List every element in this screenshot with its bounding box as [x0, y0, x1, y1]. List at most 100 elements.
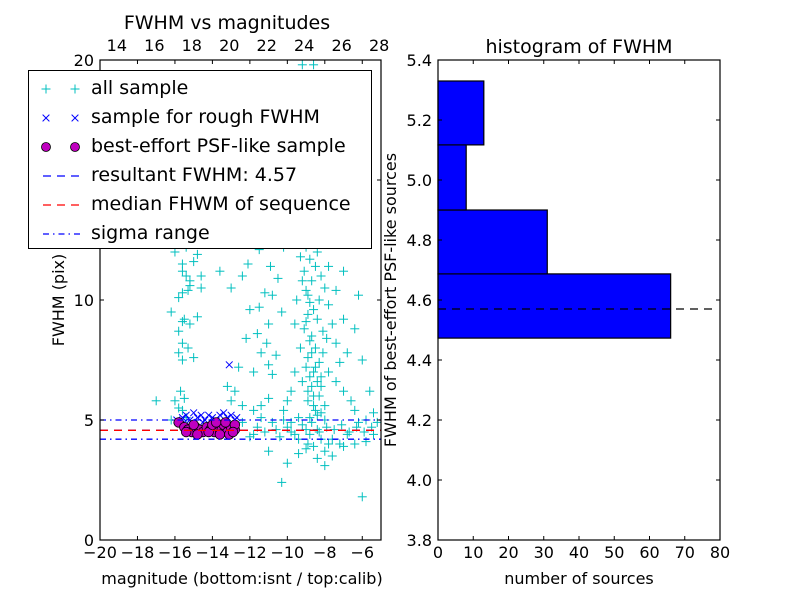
x-tick-label: 60: [639, 543, 659, 562]
histogram-bar: [437, 209, 548, 275]
histogram-bar: [437, 144, 467, 211]
all-sample-point: [339, 266, 349, 276]
y-tick-label: 4.2: [407, 411, 432, 430]
all-sample-point: [297, 377, 307, 387]
x-tick-label: −16: [158, 543, 192, 562]
psf-sample-point: [210, 417, 222, 428]
y-tick-label: 20: [74, 51, 94, 70]
all-sample-point: [369, 429, 379, 439]
x-tick-label: −10: [270, 543, 304, 562]
left-y-axis-label: FWHM (pix): [49, 254, 68, 347]
all-sample-point: [196, 271, 206, 281]
all-sample-point: [342, 348, 352, 358]
all-sample-point: [222, 381, 232, 391]
all-sample-point: [267, 290, 277, 300]
all-sample-point: [301, 285, 311, 295]
all-sample-point: [307, 331, 317, 341]
all-sample-point: [241, 333, 251, 343]
all-sample-point: [339, 386, 349, 396]
all-sample-point: [277, 477, 287, 487]
all-sample-point: [324, 439, 334, 449]
all-sample-point: [279, 405, 289, 415]
all-sample-point: [369, 408, 379, 418]
all-sample-point: [335, 439, 345, 449]
x-tick-label: 40: [569, 543, 589, 562]
all-sample-point: [320, 446, 330, 456]
top-x-tick-label: 16: [144, 36, 164, 55]
all-sample-point: [185, 276, 195, 286]
all-sample-point: [322, 333, 332, 343]
left-top-ticks: 14 16 18 20 22 24 26 28: [107, 36, 390, 55]
rough-sample-point: [204, 411, 213, 419]
all-sample-point: [309, 305, 319, 315]
all-sample-point: [185, 319, 195, 329]
all-sample-point: [170, 396, 180, 406]
all-sample-point: [249, 405, 259, 415]
all-sample-point: [316, 372, 326, 382]
legend-marker: [70, 142, 80, 152]
all-sample-point: [297, 276, 307, 286]
all-sample-point: [290, 367, 300, 377]
all-sample-point: [286, 417, 296, 427]
series-best-effort-psf-like-sample: [173, 417, 241, 440]
all-sample-point: [286, 386, 296, 396]
legend-label: sample for rough FWHM: [91, 106, 320, 128]
histogram-bar: [437, 80, 485, 146]
all-sample-point: [310, 362, 320, 372]
all-sample-point: [305, 429, 315, 439]
legend-entry-resultant-fwhm: resultant FWHM: 4.57: [29, 161, 371, 190]
all-sample-point: [297, 60, 307, 70]
all-sample-point: [318, 326, 328, 336]
all-sample-point: [312, 377, 322, 387]
all-sample-point: [192, 312, 202, 322]
all-sample-point: [307, 348, 317, 358]
all-sample-point: [264, 360, 274, 370]
all-sample-point: [314, 357, 324, 367]
x-tick-label: −20: [83, 543, 117, 562]
all-sample-point: [301, 425, 311, 435]
y-tick-label: 4.6: [407, 291, 432, 310]
all-sample-point: [359, 427, 369, 437]
all-sample-point: [305, 254, 315, 264]
legend-label: resultant FWHM: 4.57: [91, 164, 298, 186]
all-sample-point: [273, 273, 283, 283]
x-tick-label: 0: [433, 543, 443, 562]
all-sample-point: [357, 355, 367, 365]
all-sample-point: [196, 283, 206, 293]
all-sample-point: [316, 408, 326, 418]
all-sample-point: [324, 300, 334, 310]
rough-sample-point: [189, 409, 198, 417]
x-tick-label: 20: [498, 543, 518, 562]
all-sample-point: [365, 386, 375, 396]
x-tick-label: −8: [313, 543, 337, 562]
left-x-ticks: −20 −18 −16 −14 −12 −10 −8 −6: [83, 60, 374, 562]
all-sample-point: [339, 314, 349, 324]
all-sample-point: [256, 413, 266, 423]
right-x-axis-label: number of sources: [504, 569, 654, 588]
right-plot-title: histogram of FWHM: [485, 36, 672, 58]
all-sample-point: [179, 314, 189, 324]
all-sample-point: [170, 247, 180, 257]
all-sample-point: [320, 283, 330, 293]
histogram-bar: [437, 273, 672, 339]
top-x-tick-label: 22: [257, 36, 277, 55]
all-sample-point: [350, 324, 360, 334]
all-sample-point: [301, 317, 311, 327]
all-sample-point: [226, 283, 236, 293]
all-sample-point: [277, 307, 287, 317]
dashed-line-icon: [43, 204, 83, 206]
legend-label: all sample: [91, 77, 189, 99]
rough-sample-point: [227, 411, 235, 419]
psf-sample-point: [188, 419, 199, 431]
all-sample-point: [174, 293, 184, 303]
all-sample-point: [183, 285, 193, 295]
all-sample-point: [294, 413, 304, 423]
all-sample-point: [177, 317, 187, 327]
all-sample-point: [314, 427, 324, 437]
all-sample-point: [237, 401, 247, 411]
top-x-tick-label: 24: [294, 36, 314, 55]
all-sample-point: [264, 446, 274, 456]
top-x-tick-label: 18: [182, 36, 202, 55]
all-sample-point: [292, 295, 302, 305]
x-marker-icon: [42, 114, 79, 122]
